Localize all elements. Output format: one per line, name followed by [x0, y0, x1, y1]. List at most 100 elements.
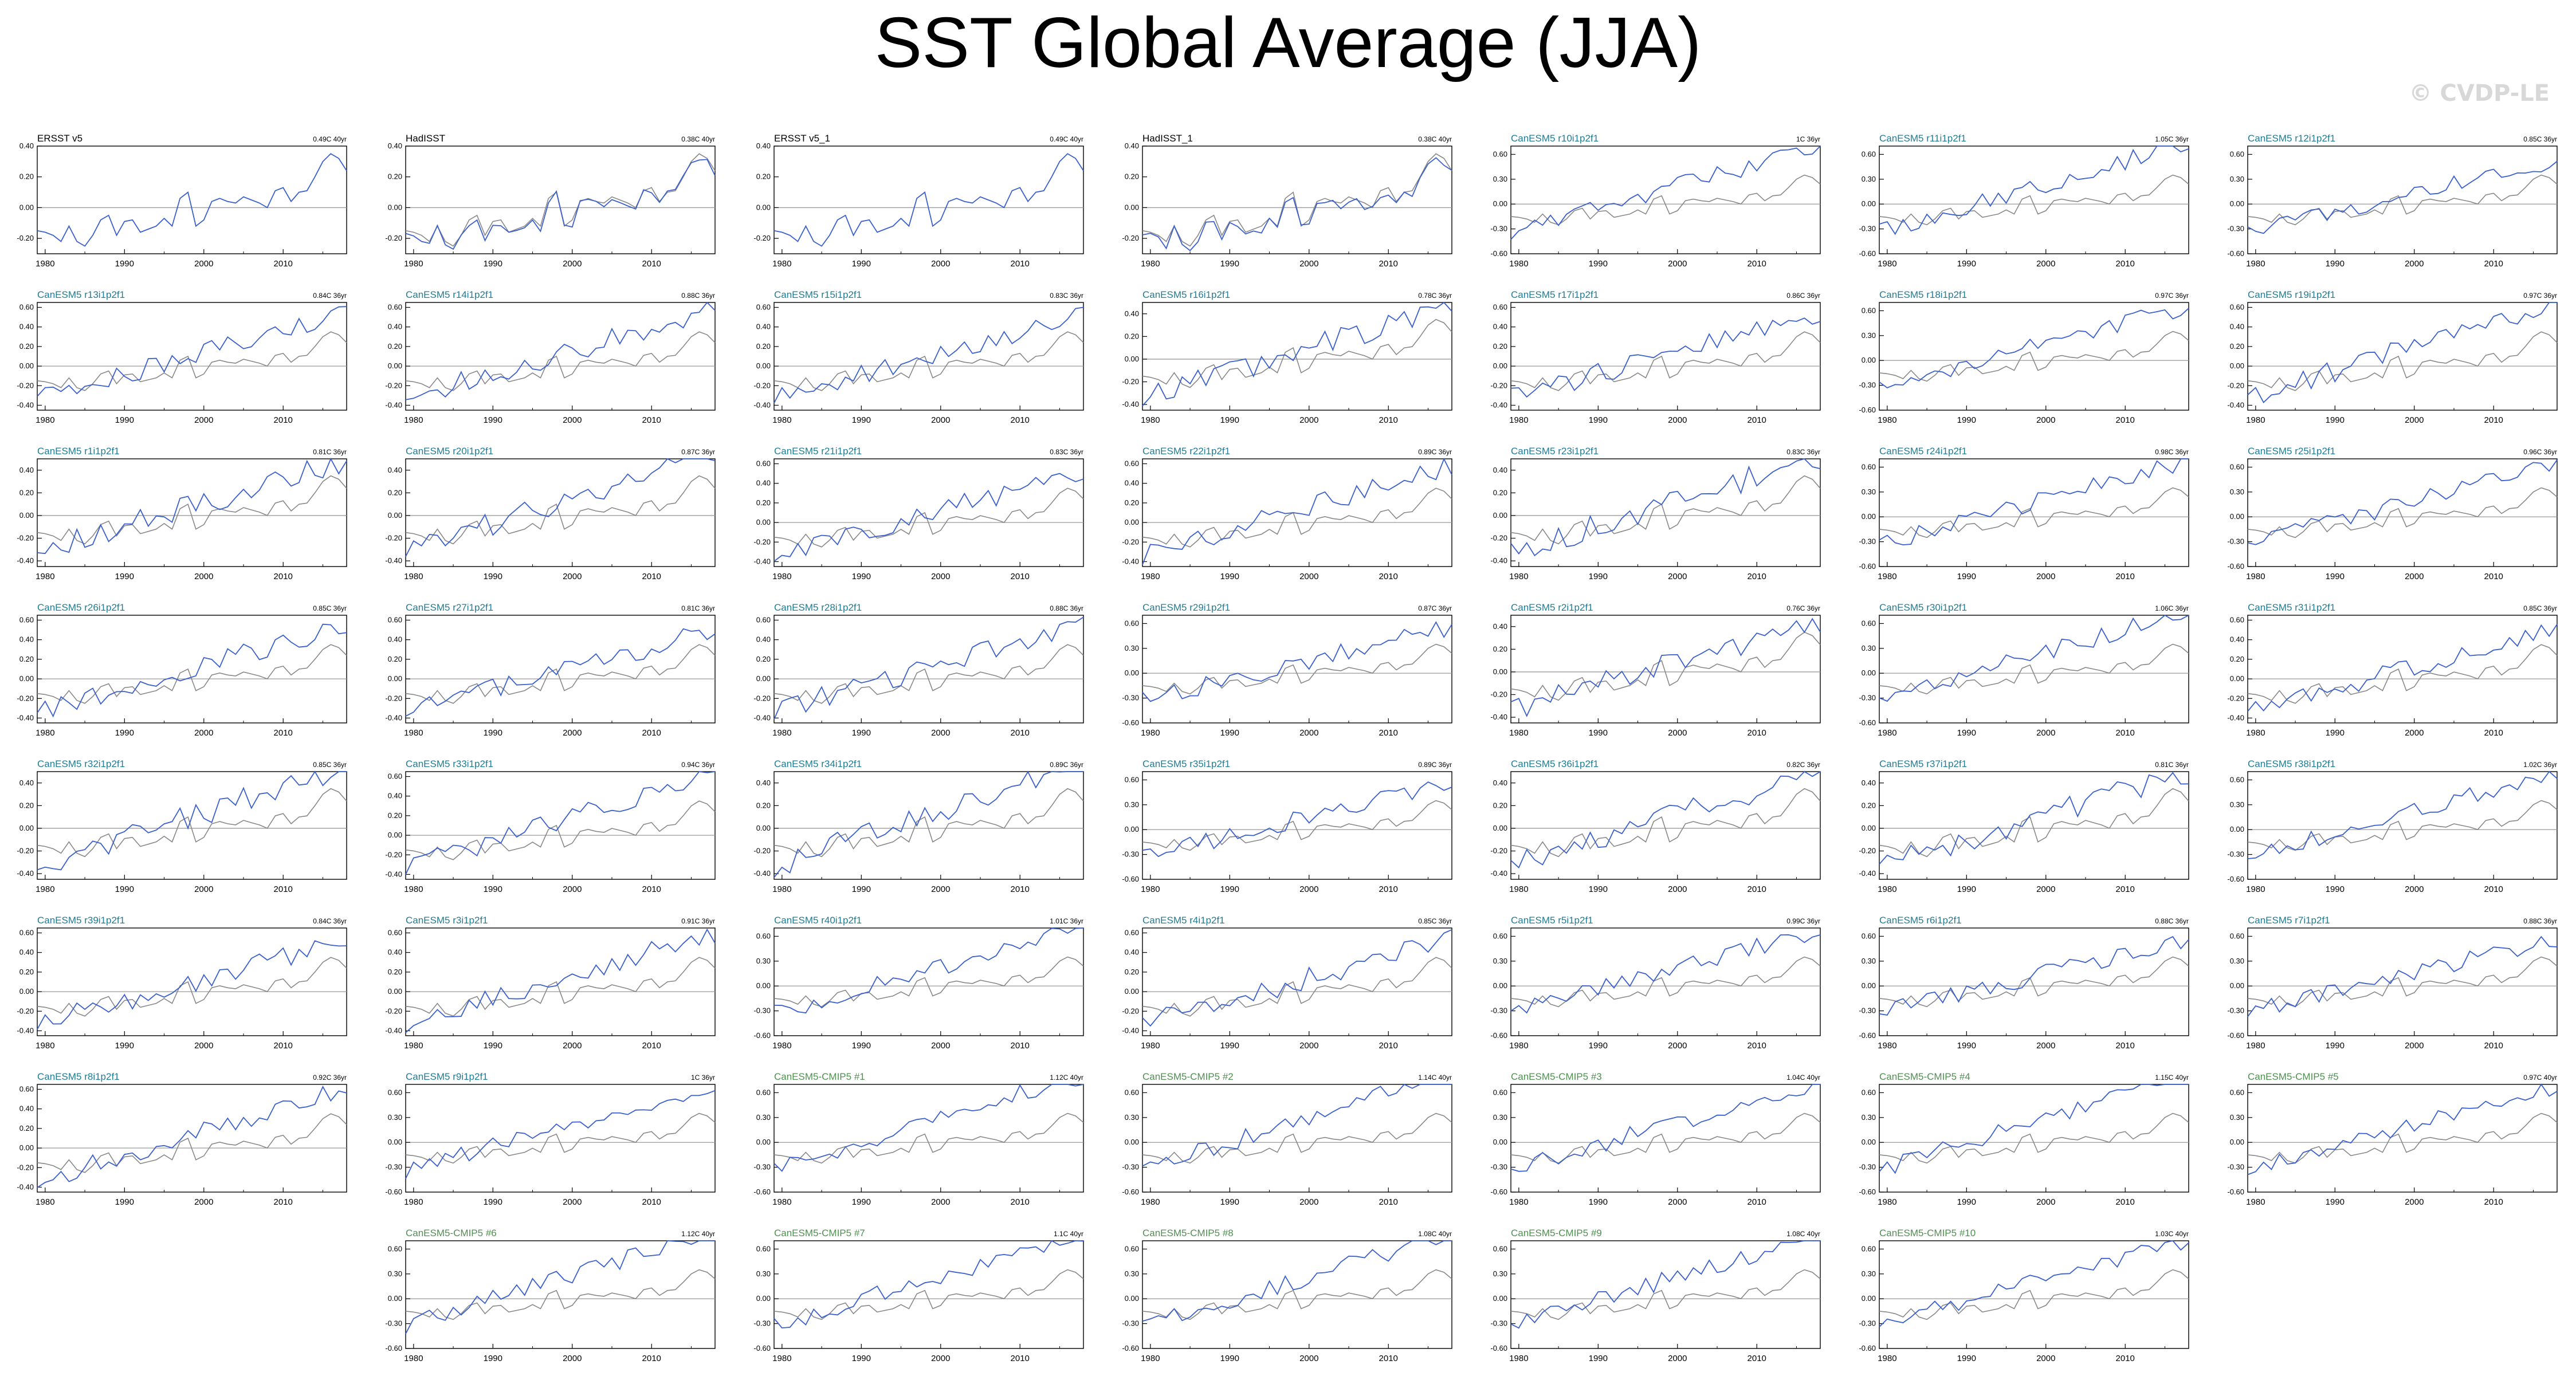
chart-panel: CanESM5 r4i1p2f1 0.85C 36yr 0.60 0.40 0.20 0.…	[1122, 915, 1452, 1051]
y-tick-label: 0.60	[388, 929, 402, 937]
chart-panel: CanESM5 r25i1p2f1 0.96C 36yr 0.60 0.30 0.00 -…	[2227, 446, 2558, 581]
x-tick-label: 1980	[1141, 1197, 1160, 1207]
x-tick-label: 1980	[2246, 884, 2265, 894]
chart-panel: CanESM5 r5i1p2f1 0.99C 36yr 0.60 0.30 0.00 -0…	[1490, 915, 1821, 1051]
reference-series-line	[1879, 643, 2189, 695]
x-tick-label: 2000	[563, 884, 582, 894]
y-tick-label: 0.00	[388, 511, 402, 520]
panel-title: CanESM5 r21i1p2f1	[774, 446, 862, 457]
y-tick-label: 0.00	[1862, 199, 1876, 208]
reference-series-line	[1879, 331, 2189, 382]
x-tick-label: 2010	[1011, 728, 1030, 738]
y-tick-label: 0.30	[1493, 1269, 1507, 1278]
x-tick-label: 1980	[36, 728, 54, 738]
y-tick-label: 0.30	[2230, 175, 2244, 183]
y-tick-label: 0.00	[756, 981, 771, 990]
panel-frame	[1510, 771, 1821, 880]
y-tick-label: 0.30	[2230, 1113, 2244, 1122]
x-tick-label: 1990	[1957, 415, 1976, 425]
y-tick-label: -0.20	[385, 381, 402, 390]
x-tick-label: 2000	[2036, 415, 2055, 425]
chart-panel: CanESM5 r2i1p2f1 0.76C 36yr 0.40 0.20 0.00 -0…	[1490, 602, 1821, 738]
x-tick-label: 2010	[1748, 1197, 1766, 1207]
y-tick-label: -0.30	[385, 1163, 402, 1171]
y-tick-label: -0.60	[1859, 1187, 1876, 1196]
member-series-line	[37, 623, 347, 718]
y-tick-label: 0.00	[756, 674, 771, 683]
x-tick-label: 1980	[404, 259, 423, 269]
panel-trend-label: 1.03C 40yr	[2155, 1230, 2189, 1238]
x-tick-label: 1980	[36, 1041, 54, 1051]
y-tick-label: -0.20	[385, 850, 402, 859]
panel-frame	[37, 615, 347, 723]
y-tick-label: 0.30	[1862, 175, 1876, 183]
panel-title: CanESM5-CMIP5 #2	[1142, 1071, 1234, 1082]
x-tick-label: 1990	[1589, 572, 1608, 581]
y-tick-label: 0.00	[756, 361, 771, 370]
y-tick-label: -0.60	[1859, 1031, 1876, 1040]
panel-title: CanESM5 r3i1p2f1	[406, 915, 488, 926]
panel-trend-label: 0.89C 36yr	[1050, 761, 1083, 769]
y-tick-label: 0.00	[1493, 981, 1507, 990]
y-tick-label: 0.20	[1493, 342, 1507, 351]
y-tick-label: 0.20	[19, 342, 34, 351]
reference-series-line	[773, 788, 1084, 858]
y-tick-label: 0.00	[1125, 987, 1139, 996]
y-tick-label: 0.20	[388, 488, 402, 497]
x-tick-label: 1990	[115, 259, 134, 269]
chart-panel: CanESM5 r27i1p2f1 0.81C 36yr 0.60 0.40 0.20 0…	[385, 602, 716, 738]
y-tick-label: 0.00	[19, 203, 34, 211]
chart-panel: CanESM5 r14i1p2f1 0.88C 36yr 0.60 0.40 0.20 0…	[385, 289, 716, 425]
figure-title: SST Global Average (JJA)	[874, 3, 1702, 82]
y-tick-label: 0.30	[1493, 175, 1507, 183]
y-tick-label: -0.20	[1490, 690, 1507, 699]
x-tick-label: 2010	[1748, 259, 1766, 269]
member-series-line	[1510, 146, 1821, 240]
x-tick-label: 2000	[563, 728, 582, 738]
reference-series-line	[1879, 1269, 2189, 1320]
y-tick-label: -0.20	[1122, 1006, 1139, 1015]
y-tick-label: 0.00	[1493, 1138, 1507, 1146]
x-tick-label: 2000	[2036, 259, 2055, 269]
y-tick-label: 0.20	[756, 172, 771, 181]
panel-title: CanESM5 r14i1p2f1	[406, 289, 493, 300]
y-tick-label: 0.60	[2230, 303, 2244, 312]
y-tick-label: 0.60	[756, 1244, 771, 1253]
x-tick-label: 2010	[2116, 1197, 2135, 1207]
y-tick-label: 0.30	[1862, 487, 1876, 496]
y-tick-label: -0.60	[1122, 1344, 1139, 1352]
x-tick-label: 2010	[1011, 572, 1030, 581]
y-tick-label: 0.60	[1125, 459, 1139, 468]
member-series-line	[2247, 770, 2558, 859]
y-tick-label: -0.20	[753, 234, 771, 242]
y-tick-label: -0.20	[385, 1006, 402, 1015]
y-tick-label: -0.60	[2227, 562, 2244, 571]
member-series-line	[1879, 1240, 2189, 1328]
y-tick-label: -0.30	[1859, 381, 1876, 390]
member-series-line	[1879, 772, 2189, 865]
member-series-line	[773, 1240, 1084, 1329]
y-tick-label: 0.00	[1493, 199, 1507, 208]
x-tick-label: 2010	[1748, 1041, 1766, 1051]
chart-panel: CanESM5 r16i1p2f1 0.78C 36yr 0.40 0.20 0.00 -…	[1122, 289, 1452, 425]
y-tick-label: 0.20	[19, 655, 34, 663]
x-tick-label: 1980	[1141, 1041, 1160, 1051]
chart-panel: CanESM5 r39i1p2f1 0.84C 36yr 0.60 0.40 0.20 0…	[17, 915, 347, 1051]
member-series-line	[405, 159, 716, 250]
x-tick-label: 1990	[852, 884, 871, 894]
chart-panel: CanESM5-CMIP5 #8 1.08C 40yr 0.60 0.30 0.00 -0…	[1122, 1228, 1452, 1363]
x-tick-label: 1980	[1141, 572, 1160, 581]
panel-trend-label: 0.94C 36yr	[681, 761, 715, 769]
panel-title: CanESM5-CMIP5 #4	[1879, 1071, 1970, 1082]
y-tick-label: 0.40	[388, 948, 402, 957]
member-series-line	[1510, 618, 1821, 718]
chart-panel: HadISST 0.38C 40yr 0.40 0.20 0.00 -0.20 1980 19…	[385, 133, 716, 269]
panel-frame	[37, 771, 347, 880]
y-tick-label: -0.30	[1122, 694, 1139, 702]
x-tick-label: 1990	[1589, 728, 1608, 738]
panel-trend-label: 1.05C 36yr	[2155, 135, 2189, 143]
chart-panel: CanESM5 r34i1p2f1 0.89C 36yr 0.40 0.20 0.00 -…	[753, 758, 1084, 894]
y-tick-label: -0.30	[753, 1163, 771, 1171]
panel-frame	[1510, 1084, 1821, 1193]
